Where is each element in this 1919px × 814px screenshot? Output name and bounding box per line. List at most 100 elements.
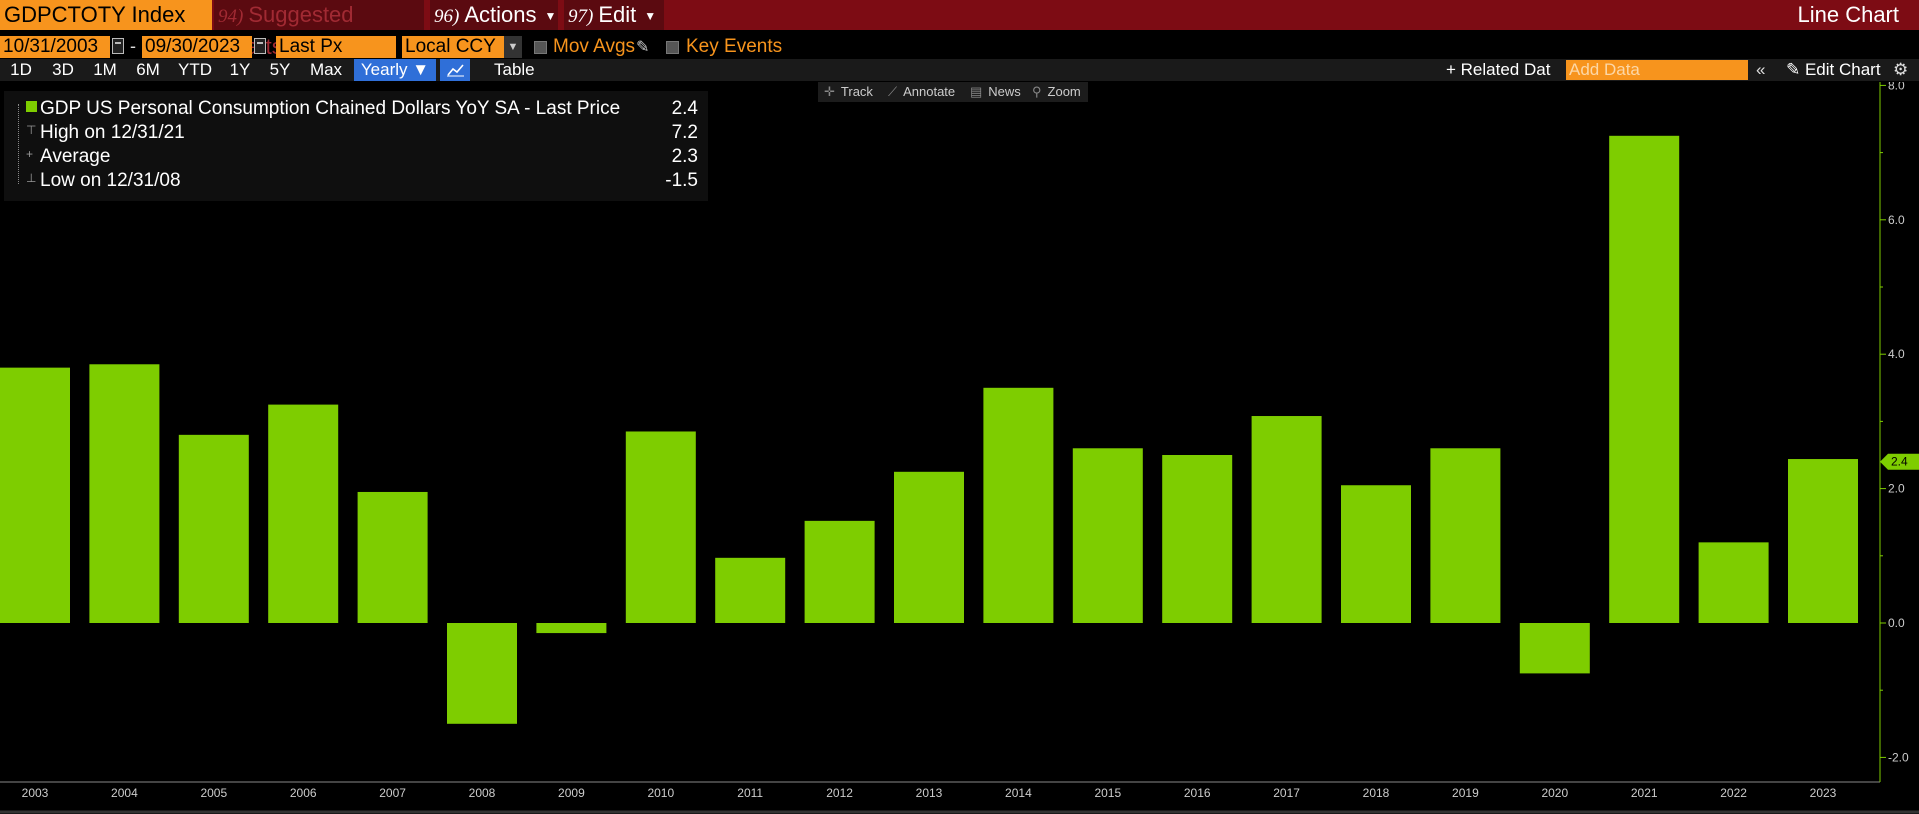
start-date-field[interactable]: 10/31/2003 — [0, 36, 110, 58]
x-tick-label: 2019 — [1452, 786, 1479, 800]
x-tick-label: 2013 — [916, 786, 943, 800]
legend-high-value: 7.2 — [671, 122, 698, 143]
high-icon: ⊤ — [26, 123, 37, 137]
related-data-button[interactable]: + Related Dat — [1446, 60, 1551, 79]
period-6m[interactable]: 6M — [136, 60, 160, 79]
bar-2015[interactable] — [1072, 448, 1143, 623]
period-ytd[interactable]: YTD — [178, 60, 212, 79]
caret-down-icon: ▼ — [644, 9, 657, 23]
mov-avgs-label[interactable]: Mov Avgs — [553, 36, 636, 57]
chart-tools: ✛ Track ⟋ Annotate ▤ News ⚲ Zoom — [818, 82, 1088, 102]
bar-2006[interactable] — [268, 404, 339, 623]
bar-2013[interactable] — [894, 471, 964, 623]
bar-2004[interactable] — [89, 364, 160, 623]
actions-label: Actions — [464, 2, 537, 27]
key-events-label[interactable]: Key Events — [686, 36, 783, 57]
edit-label: Edit — [598, 2, 637, 27]
chevron-down-icon[interactable]: ▼ — [504, 36, 522, 58]
x-tick-label: 2018 — [1363, 786, 1390, 800]
x-tick-label: 2014 — [1005, 786, 1032, 800]
series-color-swatch — [26, 101, 37, 112]
bar-2019[interactable] — [1430, 448, 1501, 623]
zoom-icon: ⚲ — [1032, 84, 1042, 99]
zoom-label: Zoom — [1047, 84, 1081, 99]
period-1d[interactable]: 1D — [10, 60, 32, 79]
bar-2012[interactable] — [804, 520, 875, 623]
x-tick-label: 2017 — [1273, 786, 1300, 800]
ticker-field[interactable]: GDPCTOTY Index — [0, 0, 212, 30]
edit-chart-button[interactable]: ✎ Edit Chart — [1786, 59, 1881, 81]
edit-menu-button[interactable]: 97) Edit ▼ — [564, 0, 664, 30]
period-max[interactable]: Max — [309, 60, 343, 79]
bar-2022[interactable] — [1698, 542, 1769, 623]
annotate-label: Annotate — [903, 84, 956, 99]
bar-2023[interactable] — [1788, 459, 1858, 623]
annotate-icon: ⟋ — [888, 84, 898, 99]
period-3d[interactable]: 3D — [52, 60, 74, 79]
currency-select[interactable]: Local CCY — [402, 36, 504, 58]
add-data-input[interactable] — [1566, 60, 1748, 80]
legend-series-label[interactable]: GDP US Personal Consumption Chained Doll… — [40, 98, 621, 119]
annotate-tool[interactable]: ⟋ Annotate — [888, 82, 955, 102]
x-tick-label: 2008 — [469, 786, 496, 800]
x-tick-label: 2004 — [111, 786, 138, 800]
news-label: News — [988, 84, 1021, 99]
period-1y[interactable]: 1Y — [229, 60, 251, 79]
end-date-field[interactable]: 09/30/2023 — [142, 36, 252, 58]
price-field-select[interactable]: Last Px — [276, 36, 396, 58]
gear-icon[interactable]: ⚙ — [1893, 60, 1909, 79]
suggested-charts-button[interactable]: 94)Suggested Charts — [214, 0, 424, 59]
legend-low-value: -1.5 — [665, 170, 698, 191]
y-tick-label: -2.0 — [1888, 750, 1909, 764]
news-icon: ▤ — [970, 84, 983, 99]
chart-legend: GDP US Personal Consumption Chained Doll… — [4, 91, 708, 201]
x-tick-label: 2023 — [1810, 786, 1837, 800]
suggested-charts-number: 94) — [218, 6, 244, 27]
bar-2017[interactable] — [1251, 416, 1322, 623]
bar-2011[interactable] — [715, 557, 786, 623]
period-1m[interactable]: 1M — [93, 60, 117, 79]
pencil-icon[interactable]: ✎ — [636, 39, 650, 56]
frequency-select[interactable]: Yearly ▼ — [354, 59, 436, 81]
actions-menu-button[interactable]: 96) Actions ▼ — [430, 0, 558, 30]
x-tick-label: 2020 — [1541, 786, 1568, 800]
x-tick-label: 2006 — [290, 786, 317, 800]
news-tool[interactable]: ▤ News — [970, 82, 1021, 102]
x-tick-label: 2015 — [1094, 786, 1121, 800]
x-tick-label: 2021 — [1631, 786, 1658, 800]
bar-2020[interactable] — [1519, 623, 1590, 674]
bar-2010[interactable] — [625, 431, 696, 623]
line-chart-icon[interactable] — [440, 59, 470, 81]
last-value-label: 2.4 — [1891, 455, 1908, 469]
bar-2008[interactable] — [447, 623, 517, 724]
y-tick-label: 8.0 — [1888, 82, 1905, 92]
bar-2014[interactable] — [983, 387, 1054, 623]
pencil-icon: ✎ — [1786, 60, 1805, 79]
bar-2003[interactable] — [0, 367, 70, 623]
period-5y[interactable]: 5Y — [269, 60, 291, 79]
bar-2018[interactable] — [1341, 485, 1411, 623]
chart-type-title: Line Chart — [1797, 2, 1899, 27]
bar-2009[interactable] — [536, 623, 607, 634]
bar-2005[interactable] — [178, 434, 249, 623]
collapse-icon[interactable]: « — [1756, 60, 1766, 79]
mov-avgs-checkbox[interactable] — [534, 41, 547, 54]
table-button[interactable]: Table — [494, 60, 535, 79]
legend-series-value: 2.4 — [671, 98, 698, 119]
calendar-icon[interactable] — [112, 38, 124, 54]
x-tick-label: 2022 — [1720, 786, 1747, 800]
period-bar: 1D 3D 1M 6M YTD 1Y 5Y Max Yearly ▼ Table… — [0, 59, 1919, 81]
date-separator: - — [130, 36, 136, 56]
bar-2021[interactable] — [1609, 135, 1680, 624]
actions-number: 96) — [434, 6, 460, 27]
average-icon: + — [26, 147, 34, 161]
calendar-icon[interactable] — [254, 38, 266, 54]
track-tool[interactable]: ✛ Track — [824, 82, 873, 102]
bar-2016[interactable] — [1162, 455, 1233, 623]
bar-2007[interactable] — [357, 491, 428, 623]
chart-canvas[interactable]: 8.0 6.0 4.0 2.0 0.0 -2.0 2.4 2003 2004 2005 2006 2… — [0, 82, 1919, 814]
legend-average-label: Average — [40, 146, 111, 167]
legend-average-value: 2.3 — [671, 146, 698, 167]
key-events-checkbox[interactable] — [666, 41, 679, 54]
zoom-tool[interactable]: ⚲ Zoom — [1032, 82, 1081, 102]
